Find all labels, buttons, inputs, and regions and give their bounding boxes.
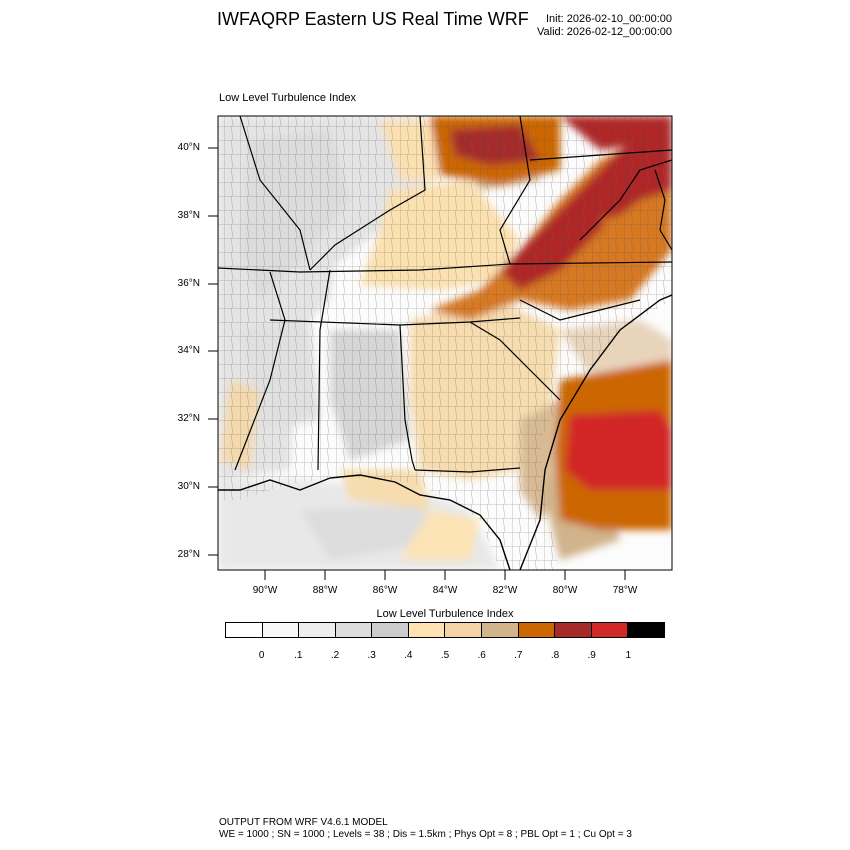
- county-lines: [218, 116, 672, 570]
- map-subtitle: Low Level Turbulence Index: [219, 92, 356, 104]
- colorbar-cell: [262, 623, 300, 637]
- lon-label: 80°W: [552, 585, 578, 596]
- lat-ticks: [208, 147, 218, 556]
- lon-label: 78°W: [612, 585, 638, 596]
- lon-label: 88°W: [312, 585, 338, 596]
- lon-label: 90°W: [252, 585, 278, 596]
- colorbar-tick-label: .1: [294, 650, 303, 661]
- main-title: IWFAQRP Eastern US Real Time WRF: [217, 9, 529, 29]
- colorbar-tick-label: .8: [550, 650, 560, 661]
- lon-label: 84°W: [432, 585, 458, 596]
- lat-label: 32°N: [177, 413, 200, 424]
- lat-label: 36°N: [177, 278, 200, 289]
- gulf-coastline: [218, 474, 511, 570]
- colorbar-tick-label: 1: [625, 650, 632, 661]
- colorbar-tick-label: .6: [477, 650, 486, 661]
- colorbar-tick-label: .3: [367, 650, 376, 661]
- colorbar-cell: [591, 623, 629, 637]
- lat-label: 38°N: [177, 210, 200, 221]
- lat-label: 34°N: [177, 345, 200, 356]
- colorbar-cell: [408, 623, 446, 637]
- colorbar-tick-label: .4: [404, 650, 413, 661]
- colorbar-tick-label: 0: [258, 650, 265, 661]
- lat-label: 30°N: [177, 481, 200, 492]
- colorbar-cell: [555, 623, 592, 637]
- lon-label: 86°W: [372, 585, 398, 596]
- lat-label: 28°N: [177, 549, 200, 560]
- state-boundaries: [218, 116, 672, 473]
- colorbar-title: Low Level Turbulence Index: [376, 608, 514, 620]
- footer-model: OUTPUT FROM WRF V4.6.1 MODEL: [219, 817, 388, 828]
- colorbar-cell: [518, 623, 556, 637]
- lon-ticks: [264, 570, 626, 580]
- chesapeake-coastline: [654, 169, 672, 251]
- colorbar-cell: [226, 623, 263, 637]
- colorbar-tick-label: .9: [587, 650, 596, 661]
- colorbar-tick-label: .5: [440, 650, 450, 661]
- colorbar-cell: [335, 623, 373, 637]
- colorbar-cell: [299, 623, 336, 637]
- colorbar-cell: [445, 623, 483, 637]
- atlantic-coastline: [519, 294, 672, 570]
- colorbar-tick-label: .7: [514, 650, 523, 661]
- valid-time: Valid: 2026-02-12_00:00:00: [537, 26, 672, 38]
- colorbar-cell: [482, 623, 519, 637]
- colorbar-cell: [372, 623, 409, 637]
- footer-config: WE = 1000 ; SN = 1000 ; Levels = 38 ; Di…: [219, 829, 632, 840]
- lon-label: 82°W: [492, 585, 518, 596]
- init-time: Init: 2026-02-10_00:00:00: [546, 13, 672, 25]
- colorbar-cell: [628, 623, 664, 637]
- colorbar-tick-label: .2: [330, 650, 340, 661]
- colorbar: [225, 622, 665, 638]
- lat-label: 40°N: [177, 142, 200, 153]
